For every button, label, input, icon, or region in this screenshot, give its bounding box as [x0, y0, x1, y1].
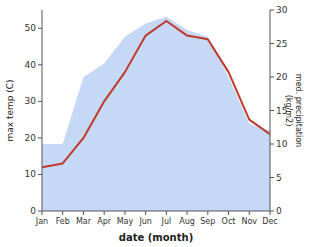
- x-tick-label: May: [117, 217, 134, 226]
- x-tick: [83, 211, 84, 215]
- x-tick-label: Nov: [241, 217, 257, 226]
- y-tick-label: 20: [25, 133, 37, 143]
- x-tick-label: Jan: [35, 217, 48, 226]
- y-tick-label: 10: [25, 169, 37, 179]
- y-axis-label: max temp (C): [5, 79, 15, 141]
- x-axis-label: date (month): [119, 232, 193, 243]
- y2-axis-label: med. precipitation(kg/m2): [284, 74, 303, 147]
- x-tick-label: Oct: [222, 217, 236, 226]
- x-tick: [145, 211, 146, 215]
- x-tick: [228, 211, 229, 215]
- y-tick-label: 50: [25, 23, 37, 33]
- x-tick-label: Dec: [262, 217, 277, 226]
- y2-tick-label: 5: [276, 173, 282, 183]
- y2-axis-label-line: (kg/m2): [284, 95, 293, 127]
- y-tick-label: 30: [25, 96, 37, 106]
- x-tick: [124, 211, 125, 215]
- y2-tick-label: 25: [276, 39, 287, 49]
- x-tick: [249, 211, 250, 215]
- x-tick: [166, 211, 167, 215]
- y2-tick: [270, 10, 274, 11]
- x-tick: [62, 211, 63, 215]
- x-tick-label: Jul: [161, 217, 172, 226]
- y2-tick: [270, 211, 274, 212]
- x-tick: [104, 211, 105, 215]
- y-axis-line: [42, 10, 43, 211]
- y-tick: [38, 211, 42, 212]
- chart-container: 01020304050051015202530JanFebMarAprMayJu…: [0, 0, 318, 247]
- chart: 01020304050051015202530JanFebMarAprMayJu…: [0, 0, 318, 247]
- y-tick: [38, 64, 42, 65]
- y2-tick-label: 0: [276, 206, 282, 216]
- temperature-line: [42, 21, 270, 167]
- x-tick: [270, 211, 271, 215]
- y-tick: [38, 174, 42, 175]
- y2-axis-label-line: med. precipitation: [294, 74, 303, 147]
- x-tick: [187, 211, 188, 215]
- x-tick-label: Sep: [200, 217, 215, 226]
- y2-tick-label: 30: [276, 5, 288, 15]
- x-tick-label: Apr: [97, 217, 112, 226]
- y2-tick: [270, 43, 274, 44]
- y-tick: [38, 28, 42, 29]
- x-tick-label: Aug: [179, 217, 195, 226]
- x-tick-label: Feb: [56, 217, 70, 226]
- y2-tick-label: 10: [276, 139, 288, 149]
- plot-data: [42, 17, 270, 211]
- y2-tick: [270, 77, 274, 78]
- x-axis-line: [42, 211, 270, 212]
- y-tick: [38, 101, 42, 102]
- y2-tick-label: 20: [276, 72, 288, 82]
- x-tick-label: Mar: [76, 217, 92, 226]
- x-tick: [207, 211, 208, 215]
- precipitation-area: [42, 17, 270, 211]
- y2-tick: [270, 110, 274, 111]
- axes: 01020304050051015202530JanFebMarAprMayJu…: [25, 5, 288, 226]
- x-tick: [42, 211, 43, 215]
- y2-tick: [270, 144, 274, 145]
- y-tick: [38, 137, 42, 138]
- x-tick-label: Jun: [138, 217, 152, 226]
- y-tick-label: 40: [25, 60, 37, 70]
- y2-tick: [270, 177, 274, 178]
- y-tick-label: 0: [30, 206, 36, 216]
